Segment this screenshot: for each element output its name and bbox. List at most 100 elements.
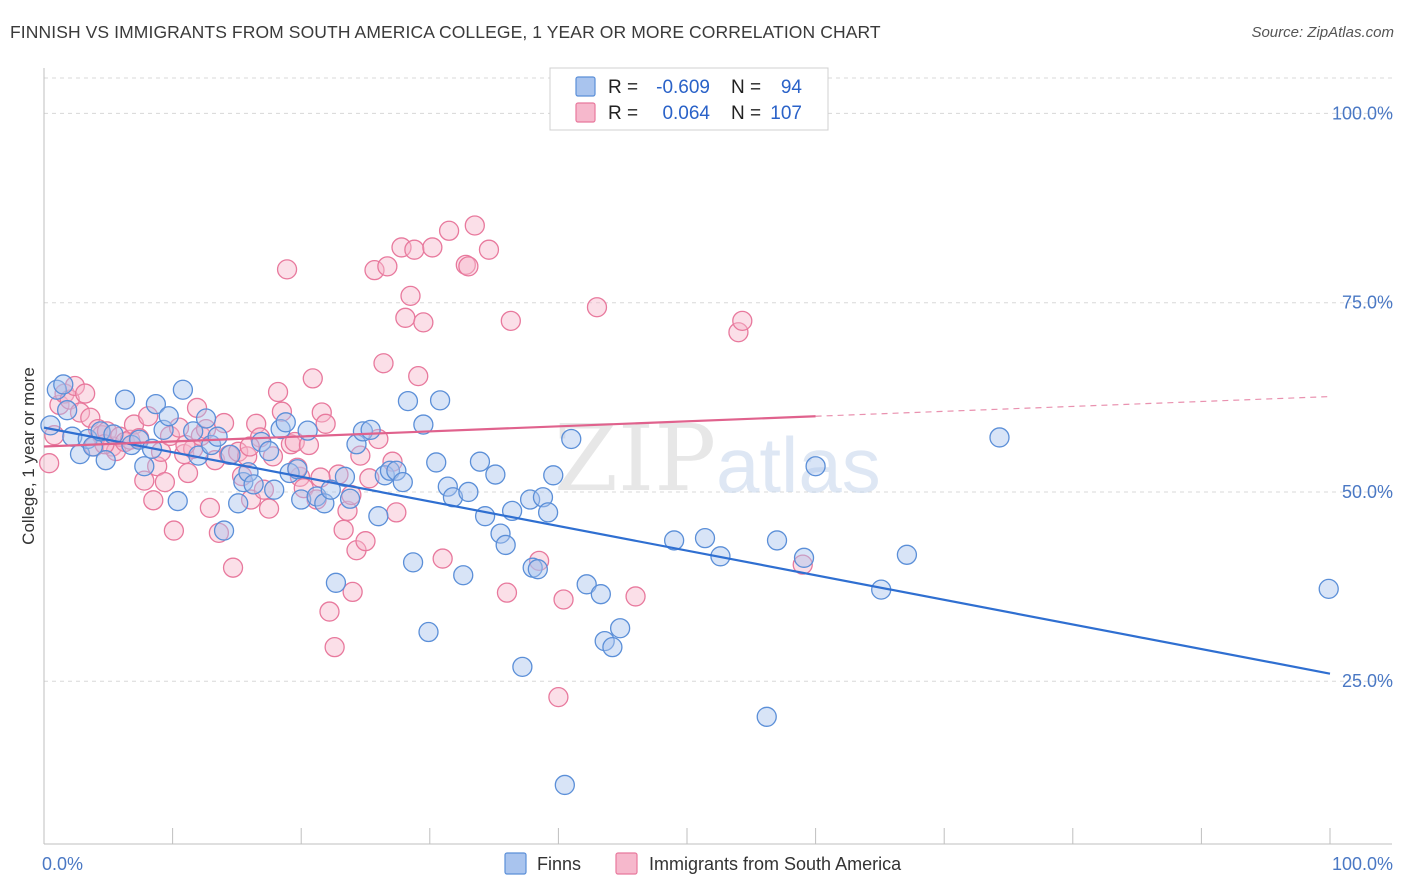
finns-point bbox=[474, 506, 496, 527]
legend-swatch-immigrants bbox=[575, 102, 596, 123]
legend-n-label-finns: N = bbox=[731, 77, 761, 98]
immigrants-point bbox=[792, 554, 813, 575]
x-tick-label: 100.0% bbox=[1332, 854, 1393, 874]
immigrants-point bbox=[258, 498, 280, 519]
finns-point bbox=[397, 390, 419, 412]
finns-point bbox=[53, 374, 74, 395]
immigrants-point bbox=[408, 365, 429, 387]
finns-point bbox=[989, 427, 1010, 448]
immigrants-point bbox=[276, 259, 298, 280]
finns-trend-line bbox=[43, 426, 1331, 675]
finns-point bbox=[485, 464, 506, 485]
x-tick-marks bbox=[43, 828, 1331, 844]
finns-point bbox=[275, 412, 296, 433]
immigrants-point bbox=[342, 581, 363, 603]
immigrants-point bbox=[400, 285, 421, 307]
bottom-legend-label-finns: Finns bbox=[537, 854, 581, 874]
legend-r-value-immigrants: 0.064 bbox=[662, 103, 710, 124]
y-axis-label: College, 1 year or more bbox=[19, 367, 38, 545]
immigrants-point bbox=[138, 406, 159, 427]
finns-point bbox=[392, 471, 413, 493]
finns-point bbox=[287, 459, 308, 480]
immigrants-point bbox=[386, 502, 407, 523]
series-finns-points bbox=[40, 374, 1339, 796]
finns-point bbox=[339, 488, 361, 509]
finns-point bbox=[490, 523, 511, 544]
y-tick-label: 75.0% bbox=[1342, 293, 1393, 313]
finns-point bbox=[896, 544, 918, 565]
finns-point bbox=[228, 493, 249, 514]
trend-lines bbox=[43, 395, 1331, 675]
immigrants-point bbox=[163, 520, 185, 541]
watermark: ZIP atlas bbox=[554, 405, 881, 512]
finns-point bbox=[418, 621, 439, 643]
y-tick-label: 25.0% bbox=[1342, 671, 1393, 691]
finns-point bbox=[95, 450, 116, 471]
finns-point bbox=[543, 465, 564, 486]
immigrants-point bbox=[177, 462, 199, 484]
finns-point bbox=[805, 456, 826, 477]
immigrants-point bbox=[195, 418, 217, 440]
immigrants-point bbox=[464, 215, 485, 236]
finns-point bbox=[766, 530, 788, 551]
chart-title: FINNISH VS IMMIGRANTS FROM SOUTH AMERICA… bbox=[10, 22, 881, 42]
finns-point bbox=[258, 440, 280, 462]
finns-point bbox=[469, 451, 491, 472]
bottom-legend-label-immigrants: Immigrants from South America bbox=[649, 854, 902, 874]
finns-point bbox=[386, 460, 407, 481]
immigrants-point bbox=[239, 436, 260, 457]
legend-r-label-immigrants: R = bbox=[608, 103, 638, 124]
finns-point bbox=[694, 527, 716, 549]
finns-point bbox=[609, 618, 631, 639]
axes bbox=[43, 68, 1392, 845]
series-legend: Finns Immigrants from South America bbox=[504, 852, 902, 875]
finns-point bbox=[360, 419, 381, 441]
finns-point bbox=[527, 559, 548, 580]
finns-point bbox=[590, 584, 611, 605]
immigrants-point bbox=[432, 548, 453, 569]
finns-point bbox=[437, 476, 458, 497]
watermark-atlas: atlas bbox=[716, 421, 881, 509]
finns-point bbox=[426, 452, 447, 473]
legend-r-label-finns: R = bbox=[608, 77, 638, 98]
finns-point bbox=[429, 390, 451, 411]
immigrants-point bbox=[38, 453, 60, 474]
immigrants-point bbox=[422, 237, 443, 258]
immigrants-point bbox=[728, 322, 749, 343]
legend-swatch-finns bbox=[575, 76, 596, 97]
immigrants-point bbox=[337, 500, 358, 522]
immigrants-point bbox=[404, 239, 425, 260]
immigrants-point bbox=[143, 490, 164, 511]
finns-point bbox=[264, 479, 285, 500]
finns-point bbox=[537, 502, 559, 523]
immigrants-point bbox=[199, 497, 221, 519]
stats-legend: R = -0.609 N = 94 R = 0.064 N = 107 bbox=[549, 67, 829, 131]
finns-point bbox=[145, 393, 167, 415]
finns-point bbox=[213, 520, 235, 541]
immigrants-point bbox=[319, 601, 340, 622]
finns-point bbox=[291, 489, 312, 510]
immigrants-point bbox=[478, 239, 500, 260]
immigrants-point bbox=[625, 586, 646, 607]
finns-point bbox=[402, 552, 424, 573]
finns-point bbox=[46, 379, 68, 400]
y-tick-label: 100.0% bbox=[1332, 103, 1393, 123]
immigrants-point bbox=[350, 445, 371, 466]
finns-point bbox=[602, 637, 623, 658]
immigrants-trend-line bbox=[43, 415, 816, 448]
immigrants-point bbox=[80, 407, 101, 428]
finns-point bbox=[167, 490, 188, 512]
immigrants-point bbox=[315, 413, 336, 434]
finns-point bbox=[114, 389, 136, 410]
finns-point bbox=[90, 421, 111, 442]
finns-point bbox=[561, 428, 582, 450]
finns-point bbox=[207, 426, 228, 447]
source-credit: Source: ZipAtlas.com bbox=[1251, 24, 1394, 41]
finns-point bbox=[40, 415, 61, 436]
immigrants-point bbox=[253, 479, 275, 500]
finns-point bbox=[458, 481, 479, 503]
finns-point bbox=[379, 460, 401, 481]
immigrants-point bbox=[438, 220, 460, 241]
immigrants-point bbox=[377, 256, 398, 277]
